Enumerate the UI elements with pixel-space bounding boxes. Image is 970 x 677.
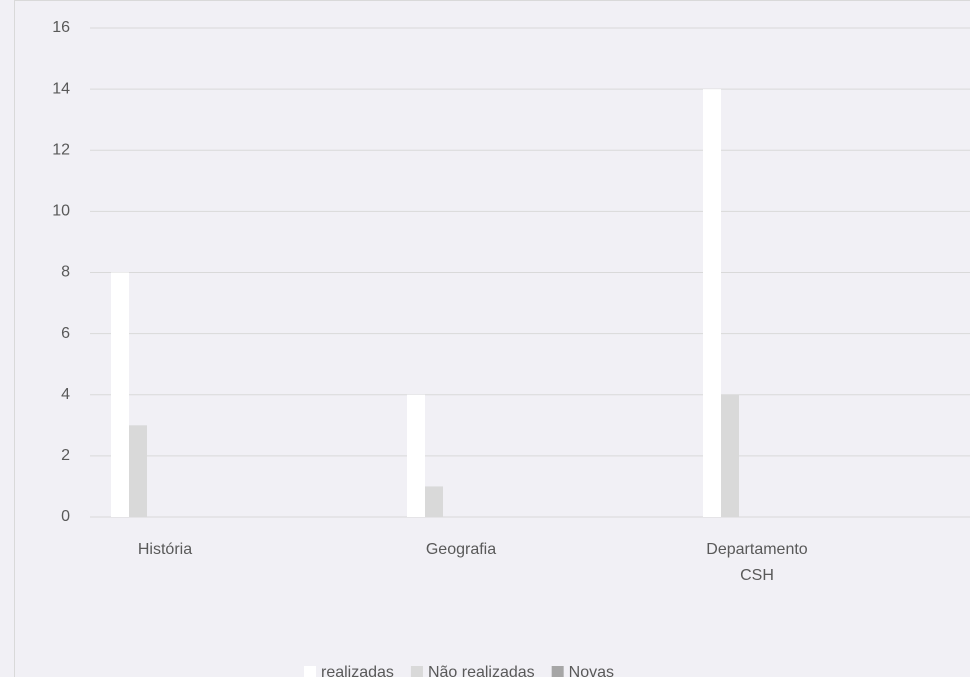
y-tick-label: 0: [61, 508, 70, 525]
y-tick-label: 16: [52, 19, 70, 36]
legend-swatch: [551, 666, 564, 677]
chart-frame: [14, 0, 970, 677]
x-tick-label: Geografia: [425, 541, 497, 558]
y-tick-label: 4: [61, 386, 70, 403]
bar: [407, 394, 425, 517]
bar: [721, 394, 739, 517]
x-tick-label: História: [137, 541, 193, 558]
legend-label: realizadas: [321, 664, 394, 677]
bar: [425, 486, 443, 517]
legend-swatch: [410, 666, 423, 677]
legend-label: Novas: [569, 664, 614, 677]
bar: [111, 272, 129, 517]
y-tick-label: 10: [52, 203, 70, 220]
legend-label: Não realizadas: [428, 664, 535, 677]
y-tick-label: 8: [61, 264, 70, 281]
bar: [129, 425, 147, 517]
y-tick-label: 14: [52, 80, 70, 97]
bar: [703, 89, 721, 517]
y-tick-label: 2: [61, 447, 70, 464]
x-tick-label: Departamento CSH: [706, 541, 808, 584]
legend-swatch: [304, 666, 316, 677]
y-tick-label: 6: [61, 325, 70, 342]
y-tick-label: 12: [52, 141, 70, 158]
